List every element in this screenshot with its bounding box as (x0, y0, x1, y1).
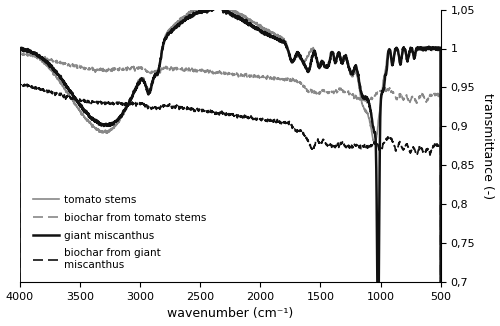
giant miscanthus (266, 32, 272, 36)
Y-axis label: transmittance (-): transmittance (-) (482, 93, 494, 199)
tomato stems (284, 44, 290, 48)
biochar from giant
miscanthus (17, 81, 23, 84)
Line: biochar from giant
miscanthus: biochar from giant miscanthus (20, 82, 440, 298)
biochar from tomato stems (405, 98, 411, 102)
tomato stems (16, 296, 22, 300)
giant miscanthus (16, 296, 22, 300)
giant miscanthus (438, 296, 444, 300)
giant miscanthus (284, 46, 290, 50)
tomato stems (210, 2, 216, 6)
biochar from giant
miscanthus (284, 121, 290, 125)
biochar from giant
miscanthus (405, 145, 411, 149)
tomato stems (266, 30, 272, 34)
biochar from tomato stems (17, 49, 23, 53)
giant miscanthus (405, 56, 411, 60)
X-axis label: wavenumber (cm⁻¹): wavenumber (cm⁻¹) (167, 307, 294, 320)
biochar from giant
miscanthus (266, 119, 272, 123)
biochar from tomato stems (216, 72, 222, 76)
biochar from giant
miscanthus (438, 296, 444, 300)
biochar from giant
miscanthus (169, 106, 175, 110)
giant miscanthus (216, 0, 222, 4)
Legend: tomato stems, biochar from tomato stems, giant miscanthus, biochar from giant
mi: tomato stems, biochar from tomato stems,… (29, 191, 211, 274)
Line: giant miscanthus: giant miscanthus (20, 2, 440, 298)
biochar from tomato stems (169, 67, 175, 71)
tomato stems (104, 131, 110, 135)
biochar from giant
miscanthus (104, 103, 110, 107)
biochar from tomato stems (438, 277, 444, 281)
biochar from giant
miscanthus (216, 112, 222, 116)
giant miscanthus (104, 124, 110, 127)
tomato stems (438, 296, 444, 300)
biochar from tomato stems (104, 68, 110, 72)
giant miscanthus (169, 29, 175, 33)
giant miscanthus (212, 0, 218, 4)
Line: biochar from tomato stems: biochar from tomato stems (20, 51, 440, 298)
tomato stems (405, 57, 411, 61)
biochar from tomato stems (16, 296, 22, 300)
biochar from tomato stems (266, 76, 272, 80)
tomato stems (169, 25, 175, 29)
biochar from tomato stems (284, 78, 290, 82)
tomato stems (216, 4, 222, 8)
biochar from giant
miscanthus (16, 296, 22, 300)
Line: tomato stems: tomato stems (20, 4, 440, 298)
